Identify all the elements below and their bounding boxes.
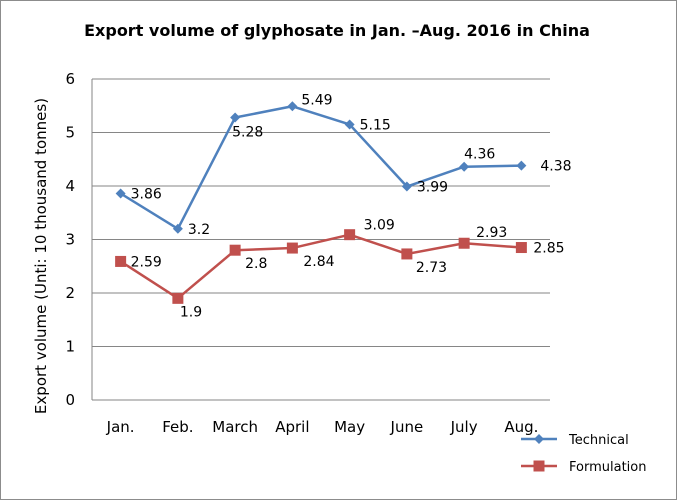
formulation-point [286,242,298,254]
chart-title: Export volume of glyphosate in Jan. –Aug… [84,21,590,40]
formulation-data-label: 2.85 [533,241,564,257]
technical-point [516,160,527,171]
legend-label: Formulation [569,460,646,475]
series-formulation: 2.59 1.9 2.8 2.84 3.09 2.73 2.93 2.85 [115,218,565,320]
formulation-data-label: 2.93 [476,225,507,241]
technical-point [172,223,183,234]
formulation-data-label: 2.8 [245,256,267,272]
technical-point [115,188,126,199]
technical-point [230,112,241,123]
y-tick-label: 1 [65,338,75,356]
legend-item-technical: Technical [521,433,629,448]
y-tick-label: 4 [65,177,75,195]
y-axis-ticks: 0 1 2 3 4 5 6 [65,70,75,409]
formulation-point [229,244,241,256]
technical-point [344,119,355,130]
technical-data-label: 4.36 [464,147,495,163]
x-axis-ticks: Jan. Feb. March April May June July Aug. [106,418,539,436]
y-tick-label: 0 [65,391,75,409]
x-tick-label: May [334,418,365,436]
formulation-data-label: 1.9 [180,304,202,320]
series-technical: 3.86 3.2 5.28 5.49 5.15 3.99 4.36 4.38 [115,92,572,238]
technical-data-label: 5.49 [301,92,332,108]
y-tick-label: 6 [65,70,75,88]
technical-point [459,161,470,172]
x-tick-label: April [275,418,309,436]
formulation-line [119,233,522,300]
formulation-point [344,229,356,241]
y-axis-label: Export volume (Unti: 10 thousand tonnes) [32,98,50,414]
x-tick-label: March [212,418,258,436]
technical-data-label: 3.2 [188,222,210,238]
y-tick-label: 3 [65,231,75,249]
y-tick-label: 2 [65,284,75,302]
legend: Technical Formulation [521,433,646,475]
technical-point [401,181,412,192]
technical-data-label: 5.28 [232,125,263,141]
technical-line [119,105,522,231]
y-tick-label: 5 [65,124,75,142]
series-group: 3.863.25.285.495.153.994.364.382.591.92.… [115,92,572,320]
formulation-data-label: 3.09 [364,218,395,234]
x-tick-label: Jan. [106,418,135,436]
x-tick-label: Feb. [162,418,193,436]
technical-data-label: 5.15 [360,117,391,133]
formulation-point [515,242,527,254]
formulation-data-label: 2.84 [303,254,334,270]
legend-square-marker [533,460,545,472]
x-tick-label: July [450,418,478,436]
formulation-point [172,292,184,304]
x-tick-label: Aug. [504,418,538,436]
technical-point [287,101,298,112]
formulation-point [401,248,413,260]
technical-data-label: 4.38 [540,159,571,175]
x-tick-label: June [390,418,424,436]
legend-diamond-marker [534,434,544,444]
legend-item-formulation: Formulation [521,460,646,475]
technical-data-label: 3.86 [131,186,162,202]
formulation-data-label: 2.73 [416,260,447,276]
formulation-data-label: 2.59 [131,254,162,270]
formulation-point [115,255,127,267]
formulation-point [458,237,470,249]
legend-label: Technical [568,433,629,448]
technical-data-label: 3.99 [417,180,448,196]
